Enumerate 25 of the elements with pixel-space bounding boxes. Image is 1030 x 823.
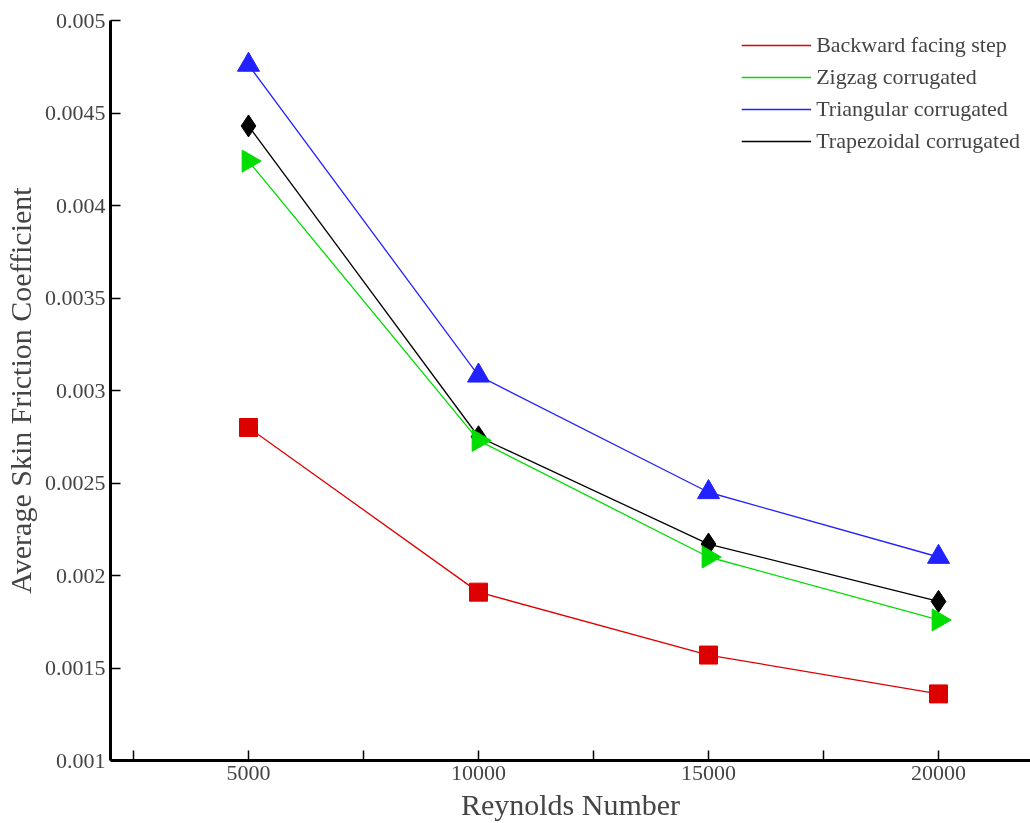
y-axis-title: Average Skin Friction Coefficient bbox=[4, 186, 37, 594]
point bbox=[239, 418, 258, 437]
legend-label: Backward facing step bbox=[816, 31, 1007, 59]
point bbox=[469, 582, 488, 602]
point bbox=[930, 589, 947, 613]
y-tick-label: 0.001 bbox=[56, 747, 106, 773]
point bbox=[240, 114, 257, 138]
y-tick-label: 0.0025 bbox=[45, 470, 106, 495]
y-tick-label: 0.004 bbox=[56, 192, 106, 218]
x-tick-label: 5000 bbox=[226, 759, 271, 785]
legend-label: Triangular corrugated bbox=[816, 95, 1008, 123]
x-axis-title: Reynolds Number bbox=[460, 787, 681, 821]
x-tick-label: 10000 bbox=[451, 759, 506, 785]
legend-label: Trapezoidal corrugated bbox=[816, 127, 1020, 155]
x-tick-label: 20000 bbox=[911, 759, 966, 785]
y-tick-label: 0.003 bbox=[56, 377, 106, 403]
legend-label: Zigzag corrugated bbox=[816, 63, 977, 91]
y-tick-label: 0.0035 bbox=[45, 285, 106, 310]
y-tick-label: 0.0015 bbox=[45, 655, 106, 680]
point bbox=[929, 684, 948, 704]
y-tick-label: 0.005 bbox=[56, 7, 106, 33]
y-tick-label: 0.0045 bbox=[45, 100, 106, 125]
y-tick-label: 0.002 bbox=[56, 562, 106, 588]
x-tick-label: 15000 bbox=[681, 759, 736, 785]
point bbox=[699, 645, 718, 665]
